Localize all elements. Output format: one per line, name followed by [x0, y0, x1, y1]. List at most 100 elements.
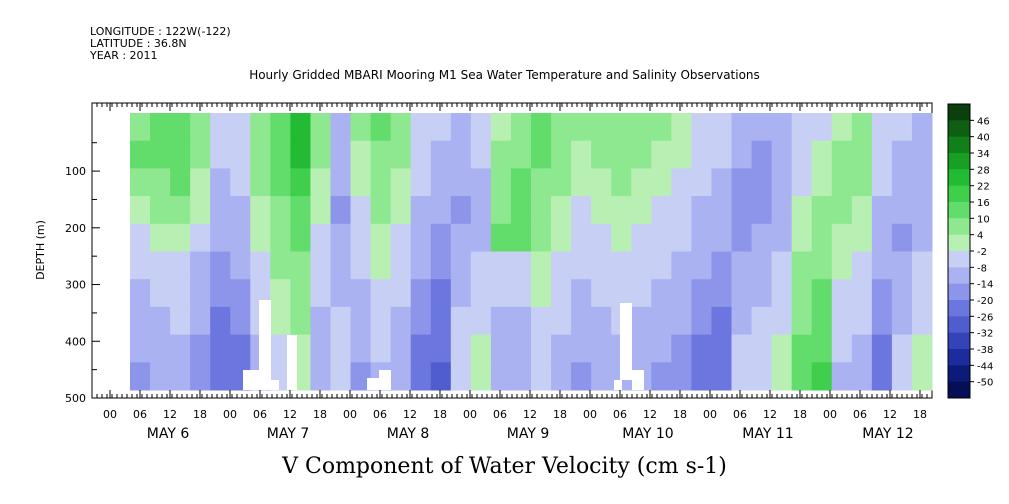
heatmap-cell	[831, 334, 853, 363]
heatmap-cell	[731, 168, 753, 197]
heatmap-cell	[410, 113, 432, 142]
heatmap-cell	[470, 362, 492, 391]
x-hour-label: 06	[373, 408, 387, 421]
heatmap-cell	[731, 196, 753, 225]
data-gaps	[243, 300, 644, 390]
heatmap-cell	[711, 334, 732, 363]
heatmap-cell	[871, 168, 893, 197]
heatmap-cell	[831, 196, 853, 225]
heatmap-cell	[430, 140, 452, 169]
heatmap-cell	[270, 140, 291, 169]
heatmap-cell	[591, 251, 612, 280]
heatmap-cell	[430, 362, 452, 391]
x-hour-label: 00	[583, 408, 597, 421]
heatmap-cell	[591, 113, 612, 142]
heatmap-cell	[531, 223, 552, 252]
heatmap-cell	[751, 168, 773, 197]
x-day-label: MAY 6	[147, 426, 190, 442]
data-gap	[243, 370, 259, 390]
heatmap-cell	[551, 306, 572, 336]
heatmap-cell	[290, 223, 311, 252]
heatmap-cell	[751, 196, 773, 225]
heatmap-cell	[851, 140, 873, 169]
heatmap-cell	[450, 113, 472, 142]
heatmap-cell	[791, 168, 813, 197]
heatmap-cell	[651, 306, 672, 336]
heatmap-cell	[591, 306, 612, 336]
heatmap-cell	[711, 168, 732, 197]
x-day-label: MAY 7	[267, 426, 309, 442]
colorbar-label: -44	[977, 361, 993, 372]
heatmap-cell	[771, 140, 793, 169]
heatmap-cell	[370, 113, 392, 142]
heatmap-cell	[811, 113, 833, 142]
heatmap-cell	[631, 168, 652, 197]
x-hour-label: 00	[703, 408, 717, 421]
heatmap-cell	[210, 196, 231, 225]
heatmap-cell	[190, 140, 211, 169]
heatmap-cell	[691, 306, 712, 336]
heatmap-cell	[430, 196, 452, 225]
heatmap-cell	[130, 279, 151, 308]
x-hour-label: 06	[253, 408, 267, 421]
colorbar-swatch	[948, 169, 970, 187]
heatmap-cell	[791, 140, 813, 169]
heatmap-cell	[470, 279, 492, 308]
heatmap-cell	[571, 113, 592, 142]
heatmap-cell	[330, 362, 352, 391]
heatmap-cell	[450, 306, 472, 336]
heatmap-cell	[591, 279, 612, 308]
heatmap-cell	[611, 223, 632, 252]
heatmap-cell	[290, 279, 311, 308]
heatmap-cell	[751, 279, 773, 308]
heatmap-cell	[671, 279, 692, 308]
heatmap-cell	[150, 251, 171, 280]
heatmap-cell	[350, 168, 372, 197]
heatmap-cell	[811, 223, 833, 252]
colorbar-swatch	[948, 136, 970, 154]
heatmap-cell	[350, 140, 372, 169]
heatmap-cell	[390, 306, 412, 336]
heatmap-cell	[410, 334, 432, 363]
colorbar-swatch	[948, 267, 970, 285]
heatmap-cell	[591, 168, 612, 197]
heatmap-cell	[410, 306, 432, 336]
heatmap-cell	[210, 168, 231, 197]
heatmap-cell	[490, 140, 512, 169]
heatmap-cell	[551, 113, 572, 142]
heatmap-cell	[230, 334, 251, 363]
heatmap-cell	[410, 140, 432, 169]
heatmap-cell	[170, 168, 191, 197]
heatmap-cell	[871, 196, 893, 225]
heatmap-cell	[551, 362, 572, 391]
heatmap-cell	[671, 251, 692, 280]
heatmap-cell	[130, 223, 151, 252]
data-gap	[367, 378, 379, 390]
x-hour-label: 12	[403, 408, 417, 421]
heatmap-cell	[490, 196, 512, 225]
heatmap-cell	[751, 362, 773, 391]
heatmap-cell	[871, 113, 893, 142]
heatmap-cell	[531, 334, 552, 363]
heatmap-cell	[310, 113, 331, 142]
heatmap-cell	[170, 306, 191, 336]
heatmap-cell	[510, 140, 532, 169]
heatmap-cell	[911, 334, 933, 363]
heatmap-cell	[210, 251, 231, 280]
heatmap-cell	[410, 168, 432, 197]
heatmap-cell	[671, 362, 692, 391]
heatmap-cell	[450, 251, 472, 280]
heatmap-cell	[711, 223, 732, 252]
heatmap-cell	[891, 362, 913, 391]
colorbar-label: 46	[977, 116, 990, 127]
heatmap-cell	[170, 334, 191, 363]
heatmap-cell	[470, 140, 492, 169]
heatmap-cell	[751, 140, 773, 169]
heatmap-cell	[891, 279, 913, 308]
heatmap-cell	[691, 362, 712, 391]
heatmap-cell	[150, 168, 171, 197]
heatmap-cell	[290, 140, 311, 169]
heatmap-cell	[911, 223, 933, 252]
y-tick-label: 400	[65, 335, 86, 348]
heatmap-cell	[831, 279, 853, 308]
